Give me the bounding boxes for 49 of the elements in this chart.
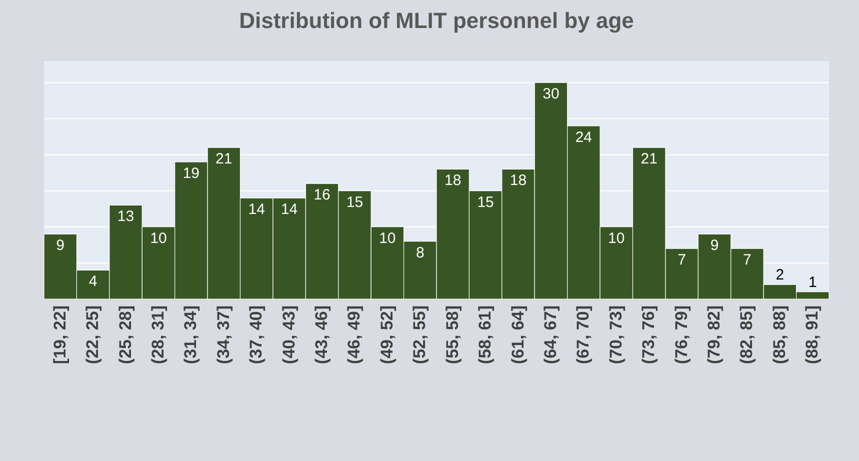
x-tick-label: (85, 88] (770, 306, 789, 364)
x-tick-label: (88, 91] (802, 306, 822, 364)
data-label: 13 (117, 208, 134, 226)
x-tick-label: (55, 58] (442, 306, 462, 364)
x-tick-label: (40, 43] (279, 306, 298, 364)
x-tick-label: (70, 73] (606, 306, 626, 364)
x-tick-label: (49, 52] (377, 306, 396, 364)
x-tick-label: (43, 46] (312, 306, 332, 364)
chart-title: Distribution of MLIT personnel by age (239, 8, 634, 33)
data-label: 21 (216, 150, 232, 168)
data-label: 18 (510, 172, 527, 190)
x-tick-label: (52, 55] (410, 306, 430, 364)
data-label: 16 (314, 186, 330, 204)
data-label: 9 (56, 237, 65, 254)
data-label: 7 (678, 252, 686, 269)
x-tick-label: (58, 61] (476, 306, 495, 364)
x-tick-label: (31, 34] (181, 306, 200, 364)
x-tick-label: (82, 85] (737, 306, 756, 364)
x-tick-label: (79, 82] (704, 306, 724, 364)
x-tick-label: (67, 70] (574, 306, 593, 364)
data-label: 24 (575, 128, 592, 146)
data-label: 2 (776, 266, 784, 284)
data-label: 1 (808, 274, 817, 291)
data-label: 15 (346, 194, 364, 211)
data-label: 18 (444, 172, 462, 190)
data-label: 10 (608, 230, 625, 247)
data-label: 30 (542, 86, 560, 103)
data-label: 8 (416, 244, 424, 262)
x-tick-label: (46, 49] (344, 306, 364, 364)
x-tick-label: (73, 76] (639, 306, 658, 364)
x-tick-label: (22, 25] (83, 306, 102, 364)
x-tick-label: [19, 22] (50, 306, 70, 364)
x-tick-label: (25, 28] (116, 306, 135, 364)
x-tick-label: (61, 64] (508, 306, 528, 364)
data-label: 7 (743, 252, 752, 269)
data-label: 14 (248, 201, 265, 218)
x-tick-label: (37, 40] (246, 306, 266, 364)
data-label: 9 (710, 237, 719, 254)
data-label: 19 (182, 164, 200, 182)
data-label: 10 (379, 230, 396, 247)
data-label: 4 (88, 273, 98, 290)
data-label: 21 (640, 150, 658, 168)
x-tick-label: (76, 79] (672, 306, 691, 364)
x-tick-label: (28, 31] (148, 306, 168, 364)
data-label: 10 (150, 230, 167, 247)
data-label: 15 (477, 194, 494, 211)
x-tick-label: (64, 67] (540, 306, 560, 364)
x-tick-label: (34, 37] (214, 306, 233, 364)
data-label: 14 (280, 201, 298, 218)
